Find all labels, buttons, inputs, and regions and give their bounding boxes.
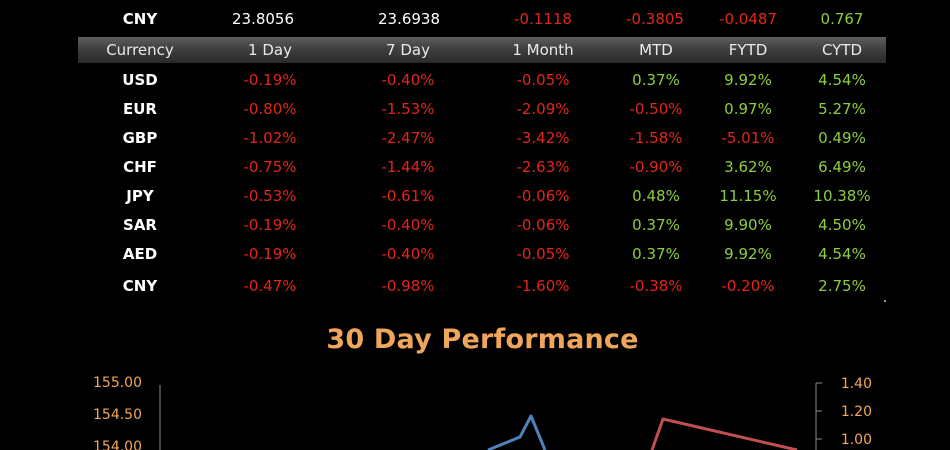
table-cell: -0.75% — [243, 158, 297, 176]
top-row-value: -0.3805 — [626, 10, 684, 28]
table-cell: -3.42% — [516, 129, 570, 147]
table-cell: 9.90% — [724, 216, 772, 234]
top-row-currency: CNY — [122, 10, 158, 28]
table-cell: -0.05% — [516, 245, 570, 263]
table-cell: 0.49% — [818, 129, 866, 147]
left-axis-tick-label: 155.00 — [93, 375, 142, 391]
table-cell: 3.62% — [724, 158, 772, 176]
table-cell: 2.75% — [818, 277, 866, 295]
row-currency-chf: CHF — [123, 158, 157, 176]
table-cell: 6.49% — [818, 158, 866, 176]
table-cell: -0.50% — [629, 100, 683, 118]
header-1-month: 1 Month — [512, 41, 574, 59]
left-axis-tick-label: 154.50 — [93, 407, 142, 423]
table-cell: -0.61% — [381, 187, 435, 205]
table-cell: 0.48% — [632, 187, 680, 205]
row-currency-jpy: JPY — [126, 187, 154, 205]
table-cell: 10.38% — [813, 187, 871, 205]
table-cell: -1.53% — [381, 100, 435, 118]
row-currency-aed: AED — [122, 245, 158, 263]
header-fytd: FYTD — [728, 41, 768, 59]
table-cell: -0.19% — [243, 216, 297, 234]
table-cell: -1.58% — [629, 129, 683, 147]
header-7-day: 7 Day — [386, 41, 430, 59]
table-cell: -0.80% — [243, 100, 297, 118]
top-row-value: 23.8056 — [231, 10, 295, 28]
left-axis-tick-label: 154.00 — [93, 439, 142, 450]
row-currency-cny: CNY — [122, 277, 158, 295]
header-mtd: MTD — [639, 41, 673, 59]
chart-title: 30 Day Performance — [326, 324, 639, 355]
table-cell: -0.19% — [243, 245, 297, 263]
table-cell: -1.02% — [243, 129, 297, 147]
top-row-value: -0.1118 — [514, 10, 572, 28]
top-row-value: 23.6938 — [377, 10, 441, 28]
table-cell: 9.92% — [724, 245, 772, 263]
table-cell: -2.63% — [516, 158, 570, 176]
table-cell: 4.54% — [818, 245, 866, 263]
table-cell: -2.47% — [381, 129, 435, 147]
table-cell: 5.27% — [818, 100, 866, 118]
top-row-value: -0.0487 — [719, 10, 777, 28]
header-currency: Currency — [106, 41, 174, 59]
table-cell: 9.92% — [724, 71, 772, 89]
right-axis-tick-label: 1.40 — [841, 376, 872, 392]
row-currency-gbp: GBP — [122, 129, 158, 147]
table-cell: 0.37% — [632, 71, 680, 89]
table-cell: -0.19% — [243, 71, 297, 89]
header-cytd: CYTD — [821, 41, 863, 59]
table-divider — [884, 300, 886, 302]
table-cell: -1.60% — [516, 277, 570, 295]
table-cell: -0.40% — [381, 245, 435, 263]
table-cell: -0.06% — [516, 187, 570, 205]
table-cell: -2.09% — [516, 100, 570, 118]
table-cell: 4.50% — [818, 216, 866, 234]
table-cell: -5.01% — [721, 129, 775, 147]
table-header-bar — [78, 37, 886, 63]
table-cell: 11.15% — [719, 187, 777, 205]
table-cell: -0.47% — [243, 277, 297, 295]
row-currency-sar: SAR — [123, 216, 157, 234]
header-1-day: 1 Day — [248, 41, 292, 59]
table-cell: -0.98% — [381, 277, 435, 295]
right-axis-tick-label: 1.20 — [841, 404, 872, 420]
table-cell: -0.20% — [721, 277, 775, 295]
table-cell: 0.37% — [632, 216, 680, 234]
table-cell: -0.06% — [516, 216, 570, 234]
table-cell: -0.05% — [516, 71, 570, 89]
series-line-blue — [487, 414, 547, 450]
table-cell: -1.44% — [381, 158, 435, 176]
table-cell: -0.90% — [629, 158, 683, 176]
table-cell: 4.54% — [818, 71, 866, 89]
table-cell: -0.38% — [629, 277, 683, 295]
row-currency-eur: EUR — [123, 100, 157, 118]
top-row-value: 0.767 — [820, 10, 864, 28]
table-cell: -0.40% — [381, 216, 435, 234]
right-axis-tick-label: 1.00 — [841, 432, 872, 448]
table-cell: 0.97% — [724, 100, 772, 118]
table-cell: 0.37% — [632, 245, 680, 263]
series-line-red — [650, 417, 798, 450]
table-cell: -0.53% — [243, 187, 297, 205]
table-cell: -0.40% — [381, 71, 435, 89]
row-currency-usd: USD — [122, 71, 158, 89]
